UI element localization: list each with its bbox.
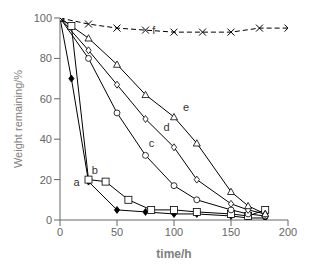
svg-text:200: 200 xyxy=(279,226,297,238)
svg-text:c: c xyxy=(149,137,155,149)
svg-text:150: 150 xyxy=(222,226,240,238)
svg-text:Weight remaining/%: Weight remaining/% xyxy=(12,70,24,168)
svg-text:d: d xyxy=(164,121,170,133)
svg-text:a: a xyxy=(74,176,81,188)
svg-text:80: 80 xyxy=(40,52,52,64)
svg-text:50: 50 xyxy=(111,226,123,238)
svg-text:60: 60 xyxy=(40,93,52,105)
svg-text:e: e xyxy=(183,101,189,113)
svg-text:b: b xyxy=(92,164,98,176)
svg-text:0: 0 xyxy=(57,226,63,238)
svg-text:0: 0 xyxy=(46,214,52,226)
svg-text:100: 100 xyxy=(165,226,183,238)
svg-text:f: f xyxy=(152,24,156,36)
svg-text:20: 20 xyxy=(40,174,52,186)
svg-text:40: 40 xyxy=(40,133,52,145)
svg-text:100: 100 xyxy=(34,12,52,24)
svg-text:time/h: time/h xyxy=(156,247,191,261)
